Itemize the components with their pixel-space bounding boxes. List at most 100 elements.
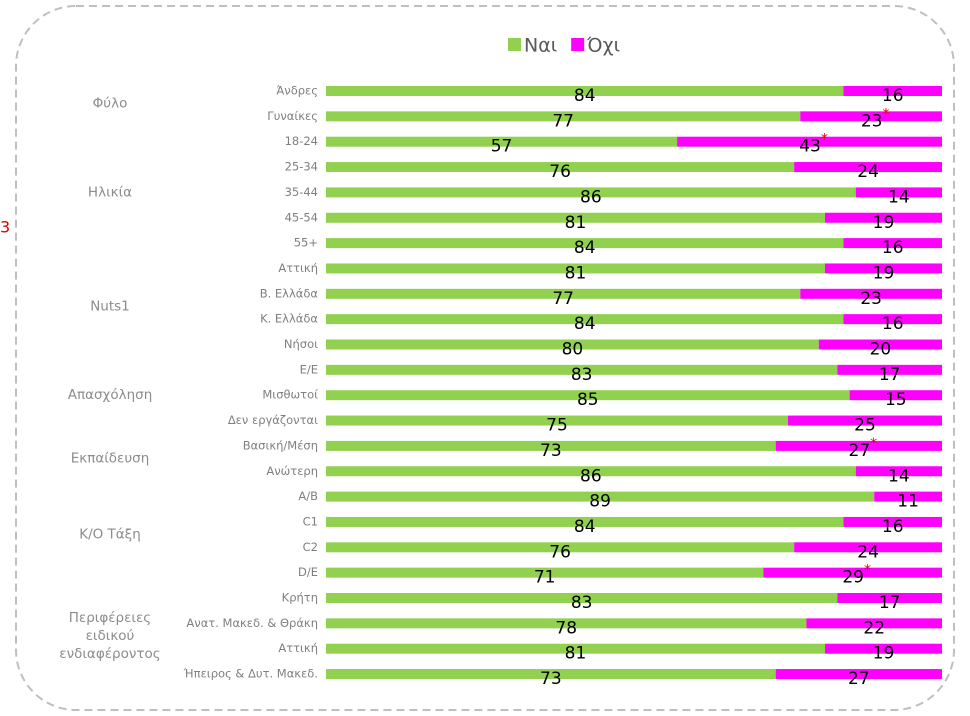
bar-segment (843, 516, 942, 527)
group-label: Απασχόληση (68, 387, 153, 403)
legend-label: Όχι (586, 35, 620, 57)
bar-segment (843, 86, 942, 96)
value-label: 80 (562, 340, 584, 360)
row-label: Βασική/Μέση (243, 438, 318, 452)
row-label: D/E (298, 565, 318, 579)
group-label: Ηλικία (88, 184, 132, 200)
bar-segment (843, 238, 942, 249)
value-label: 16 (882, 314, 904, 334)
value-label: 24 (857, 542, 879, 562)
bar-segment (326, 669, 776, 680)
row-label: 35-44 (285, 185, 318, 199)
value-label: 84 (574, 86, 596, 106)
group-label: ενδιαφέροντος (59, 646, 160, 662)
value-label: 83 (571, 365, 593, 385)
bar-segment (326, 212, 825, 223)
group-label: Εκπαίδευση (71, 451, 150, 467)
value-label: 76 (549, 162, 571, 182)
bar-segment (326, 364, 838, 375)
group-label: Nuts1 (90, 298, 130, 314)
value-label: 23* (861, 106, 890, 131)
value-label: 19 (873, 263, 895, 283)
bar-segment (775, 440, 942, 451)
value-label: 81 (565, 263, 587, 283)
bar-segment (824, 643, 942, 654)
bar-segment (326, 314, 844, 325)
value-label: 16 (882, 238, 904, 258)
bar-segment (326, 466, 856, 477)
bar-segment (855, 187, 942, 198)
group-label: Κ/Ο Τάξη (79, 527, 141, 543)
bar-segment (763, 567, 942, 578)
bar-segment (837, 593, 942, 603)
value-label: 73 (540, 441, 562, 461)
row-label: 55+ (294, 236, 318, 250)
value-label: 81 (565, 644, 587, 664)
annotation: 3 (0, 218, 10, 237)
row-label: Β. Ελλάδα (260, 286, 319, 300)
row-label: Α/Β (298, 489, 318, 503)
bar-segment (326, 440, 776, 451)
bar-segment (326, 238, 844, 249)
value-label: 11 (897, 492, 919, 512)
value-label: 29* (842, 563, 871, 588)
row-label: Γυναίκες (267, 109, 318, 123)
value-label: 71 (534, 568, 556, 588)
value-label: 81 (565, 213, 587, 233)
group-label: Περιφέρειες (69, 610, 151, 626)
bar-segment (326, 339, 819, 350)
value-label: 23 (860, 289, 882, 309)
bar-segment (326, 390, 850, 401)
row-label: Ήπειρος & Δυτ. Μακεδ. (183, 667, 318, 681)
value-label: 89 (589, 492, 611, 512)
row-label: Αττική (278, 641, 318, 655)
value-label: 19 (873, 644, 895, 664)
value-label: 73 (540, 669, 562, 689)
value-label: 15 (885, 390, 907, 410)
value-label: 57 (491, 137, 513, 157)
bar-segment (843, 314, 942, 325)
bar-segment (326, 593, 838, 603)
legend-swatch (571, 38, 585, 51)
bar-segment (326, 567, 764, 578)
bar-segment (326, 86, 844, 96)
bar-segment (775, 669, 942, 680)
value-label: 76 (549, 542, 571, 562)
bar-segment (326, 187, 856, 198)
row-label: Κρήτη (282, 591, 318, 605)
bar-segment (326, 136, 678, 147)
value-label: 17 (879, 593, 901, 613)
value-label: 83 (571, 593, 593, 613)
bar-segment (326, 288, 801, 299)
value-label: 25 (854, 416, 876, 436)
bar-segment (824, 263, 942, 274)
value-label: 16 (882, 517, 904, 537)
row-label: Ανώτερη (266, 464, 318, 478)
group-label: Φύλο (93, 96, 128, 112)
bar-segment (855, 466, 942, 477)
row-label: 25-34 (285, 160, 318, 174)
value-label: 20 (870, 340, 892, 360)
bar-segment (818, 339, 942, 350)
value-label: 77 (552, 289, 574, 309)
frame (15, 5, 955, 711)
value-label: 14 (888, 187, 910, 207)
bar-segment (326, 542, 795, 553)
bar-segment (326, 111, 801, 122)
legend-swatch (508, 38, 521, 51)
row-label: C2 (303, 540, 318, 554)
bar-segment (326, 162, 795, 173)
value-label: 22 (863, 618, 885, 638)
bar-segment (806, 618, 942, 629)
value-label: 43* (799, 132, 828, 157)
bar-segment (837, 364, 942, 375)
bar-segment (326, 516, 844, 527)
value-label: 84 (574, 238, 596, 258)
row-label: C1 (303, 514, 318, 528)
value-label: 27* (849, 436, 878, 461)
value-label: 84 (574, 517, 596, 537)
legend: Ναι Όχι (508, 35, 620, 57)
bar-segment (794, 542, 942, 553)
row-label: 18-24 (285, 134, 318, 148)
